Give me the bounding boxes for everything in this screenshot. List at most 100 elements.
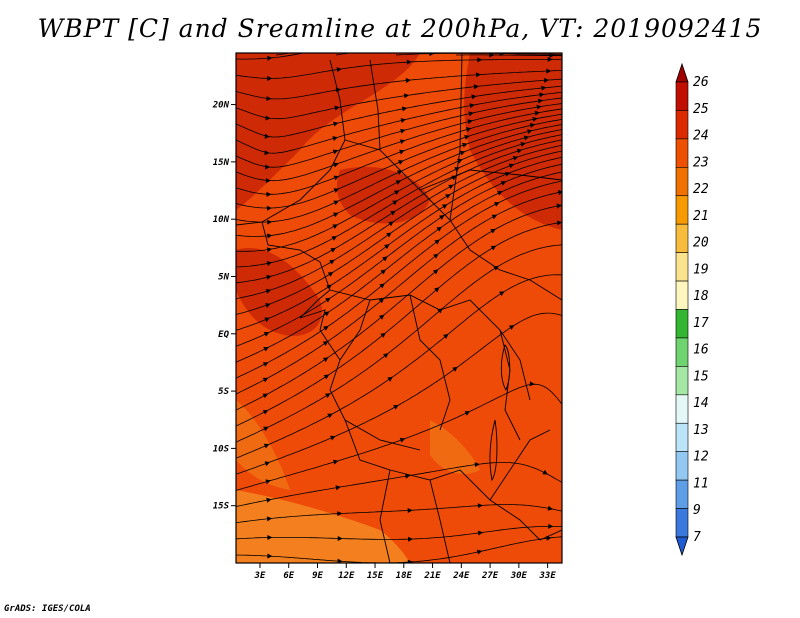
streamline (236, 462, 562, 507)
streamline (236, 504, 562, 524)
streamline-arrow (327, 272, 334, 277)
streamline-arrow (264, 461, 271, 467)
border-line (499, 329, 521, 441)
lon-tick-label: 15E (367, 571, 384, 581)
colorbar-label: 15 (693, 369, 709, 384)
streamline (236, 171, 562, 363)
streamline-arrow (491, 214, 498, 220)
streamline-arrow (265, 164, 271, 170)
streamline-arrow (335, 87, 342, 93)
streamline-arrow (464, 135, 470, 140)
colorbar: 26 25 24 23 22 21 20 19 18 17 16 15 14 13 12 11 9 7 (675, 62, 709, 557)
lake-2 (489, 419, 498, 482)
streamline-arrow (471, 94, 477, 100)
streamline-arrow (392, 200, 398, 206)
lon-tick-label: 30E (510, 571, 528, 581)
streamline-arrow (379, 283, 385, 289)
streamline-arrow (407, 559, 413, 563)
streamline-arrow (529, 381, 535, 387)
border-line (449, 53, 463, 221)
streamline (236, 78, 562, 120)
streamline-arrow (265, 289, 272, 294)
wbpt-shading (236, 53, 562, 563)
colorbar-segment (675, 280, 689, 310)
streamline-arrow (333, 212, 339, 218)
map-panel (236, 53, 562, 563)
streamline (236, 191, 562, 395)
streamline-arrow (263, 443, 270, 449)
streamline-arrow (493, 265, 499, 271)
streamline-arrow (333, 121, 339, 127)
streamline-arrow (322, 341, 329, 346)
border-line (429, 479, 451, 563)
lat-tick-label: 5S (218, 387, 229, 397)
streamline-arrow (469, 103, 475, 109)
streamline-arrow (384, 244, 390, 250)
streamline-arrow (465, 127, 472, 132)
streamline-arrow (267, 55, 273, 61)
streamline-arrow (266, 261, 273, 266)
colorbar-label: 24 (693, 129, 709, 144)
colorbar-segment (675, 479, 689, 509)
streamline (236, 85, 562, 138)
streamline-arrow (266, 205, 272, 211)
streamline-arrow (323, 325, 329, 331)
streamline-arrow (262, 362, 269, 367)
streamline (236, 70, 562, 100)
streamline-arrow (494, 202, 500, 207)
streamline-arrow (477, 530, 484, 536)
streamline-arrow (523, 135, 530, 141)
border-line (329, 289, 531, 401)
streamline-arrow (323, 374, 330, 380)
lat-tick-label: 10N (213, 215, 230, 225)
streamline-arrow (408, 536, 414, 542)
streamline-arrow (324, 311, 330, 317)
longitude-axis: 3E 6E 9E 12E 15E 18E 21E 24E 27E 30E 33E (254, 563, 556, 581)
colorbar-label: 16 (693, 343, 709, 358)
lon-tick-label: 27E (481, 571, 499, 581)
streamline-arrow (439, 215, 445, 220)
country-borders (236, 53, 562, 563)
streamline (236, 108, 562, 195)
grads-credit: GrADS: IGES/COLA (4, 604, 91, 614)
streamline-arrow (448, 184, 454, 190)
streamline-arrow (536, 104, 542, 110)
streamline-arrows (262, 53, 562, 563)
streamline-arrow (382, 256, 388, 262)
colorbar-label: 11 (693, 476, 709, 491)
streamline-arrow (397, 170, 403, 175)
colorbar-label: 9 (693, 503, 701, 518)
streamline-arrow (334, 105, 340, 111)
streamline-arrow (520, 142, 526, 147)
colorbar-label: 7 (693, 530, 701, 545)
streamline-arrow (337, 558, 343, 563)
streamline-arrow (266, 233, 273, 239)
streamline-arrow (399, 139, 406, 145)
streamline-arrow (400, 118, 406, 123)
lon-tick-label: 9E (312, 571, 323, 581)
streamline-arrow (527, 129, 533, 135)
streamline-arrow (476, 549, 483, 555)
colorbar-segment (675, 138, 689, 168)
lat-tick-label: 10S (213, 444, 230, 454)
streamline-arrow (267, 534, 273, 540)
streamline-arrow (331, 236, 338, 241)
border-line (499, 269, 562, 301)
streamline-arrow (380, 269, 386, 275)
streamline-arrow (433, 253, 439, 259)
streamline (236, 97, 562, 168)
border-line (489, 429, 551, 501)
streamline-arrow (332, 224, 338, 229)
streamline-arrow (499, 291, 505, 296)
border-line (329, 299, 421, 451)
streamline-arrow (434, 239, 440, 245)
streamline-arrow (265, 178, 271, 184)
colorbar-segment (675, 167, 689, 197)
streamline-arrow (266, 96, 272, 102)
border-line (299, 309, 341, 361)
streamline-arrow (504, 171, 511, 177)
streamline-arrow (262, 410, 269, 415)
streamline-arrow (395, 180, 402, 185)
streamline-arrow (508, 325, 515, 330)
orange-region-sw (236, 490, 410, 563)
